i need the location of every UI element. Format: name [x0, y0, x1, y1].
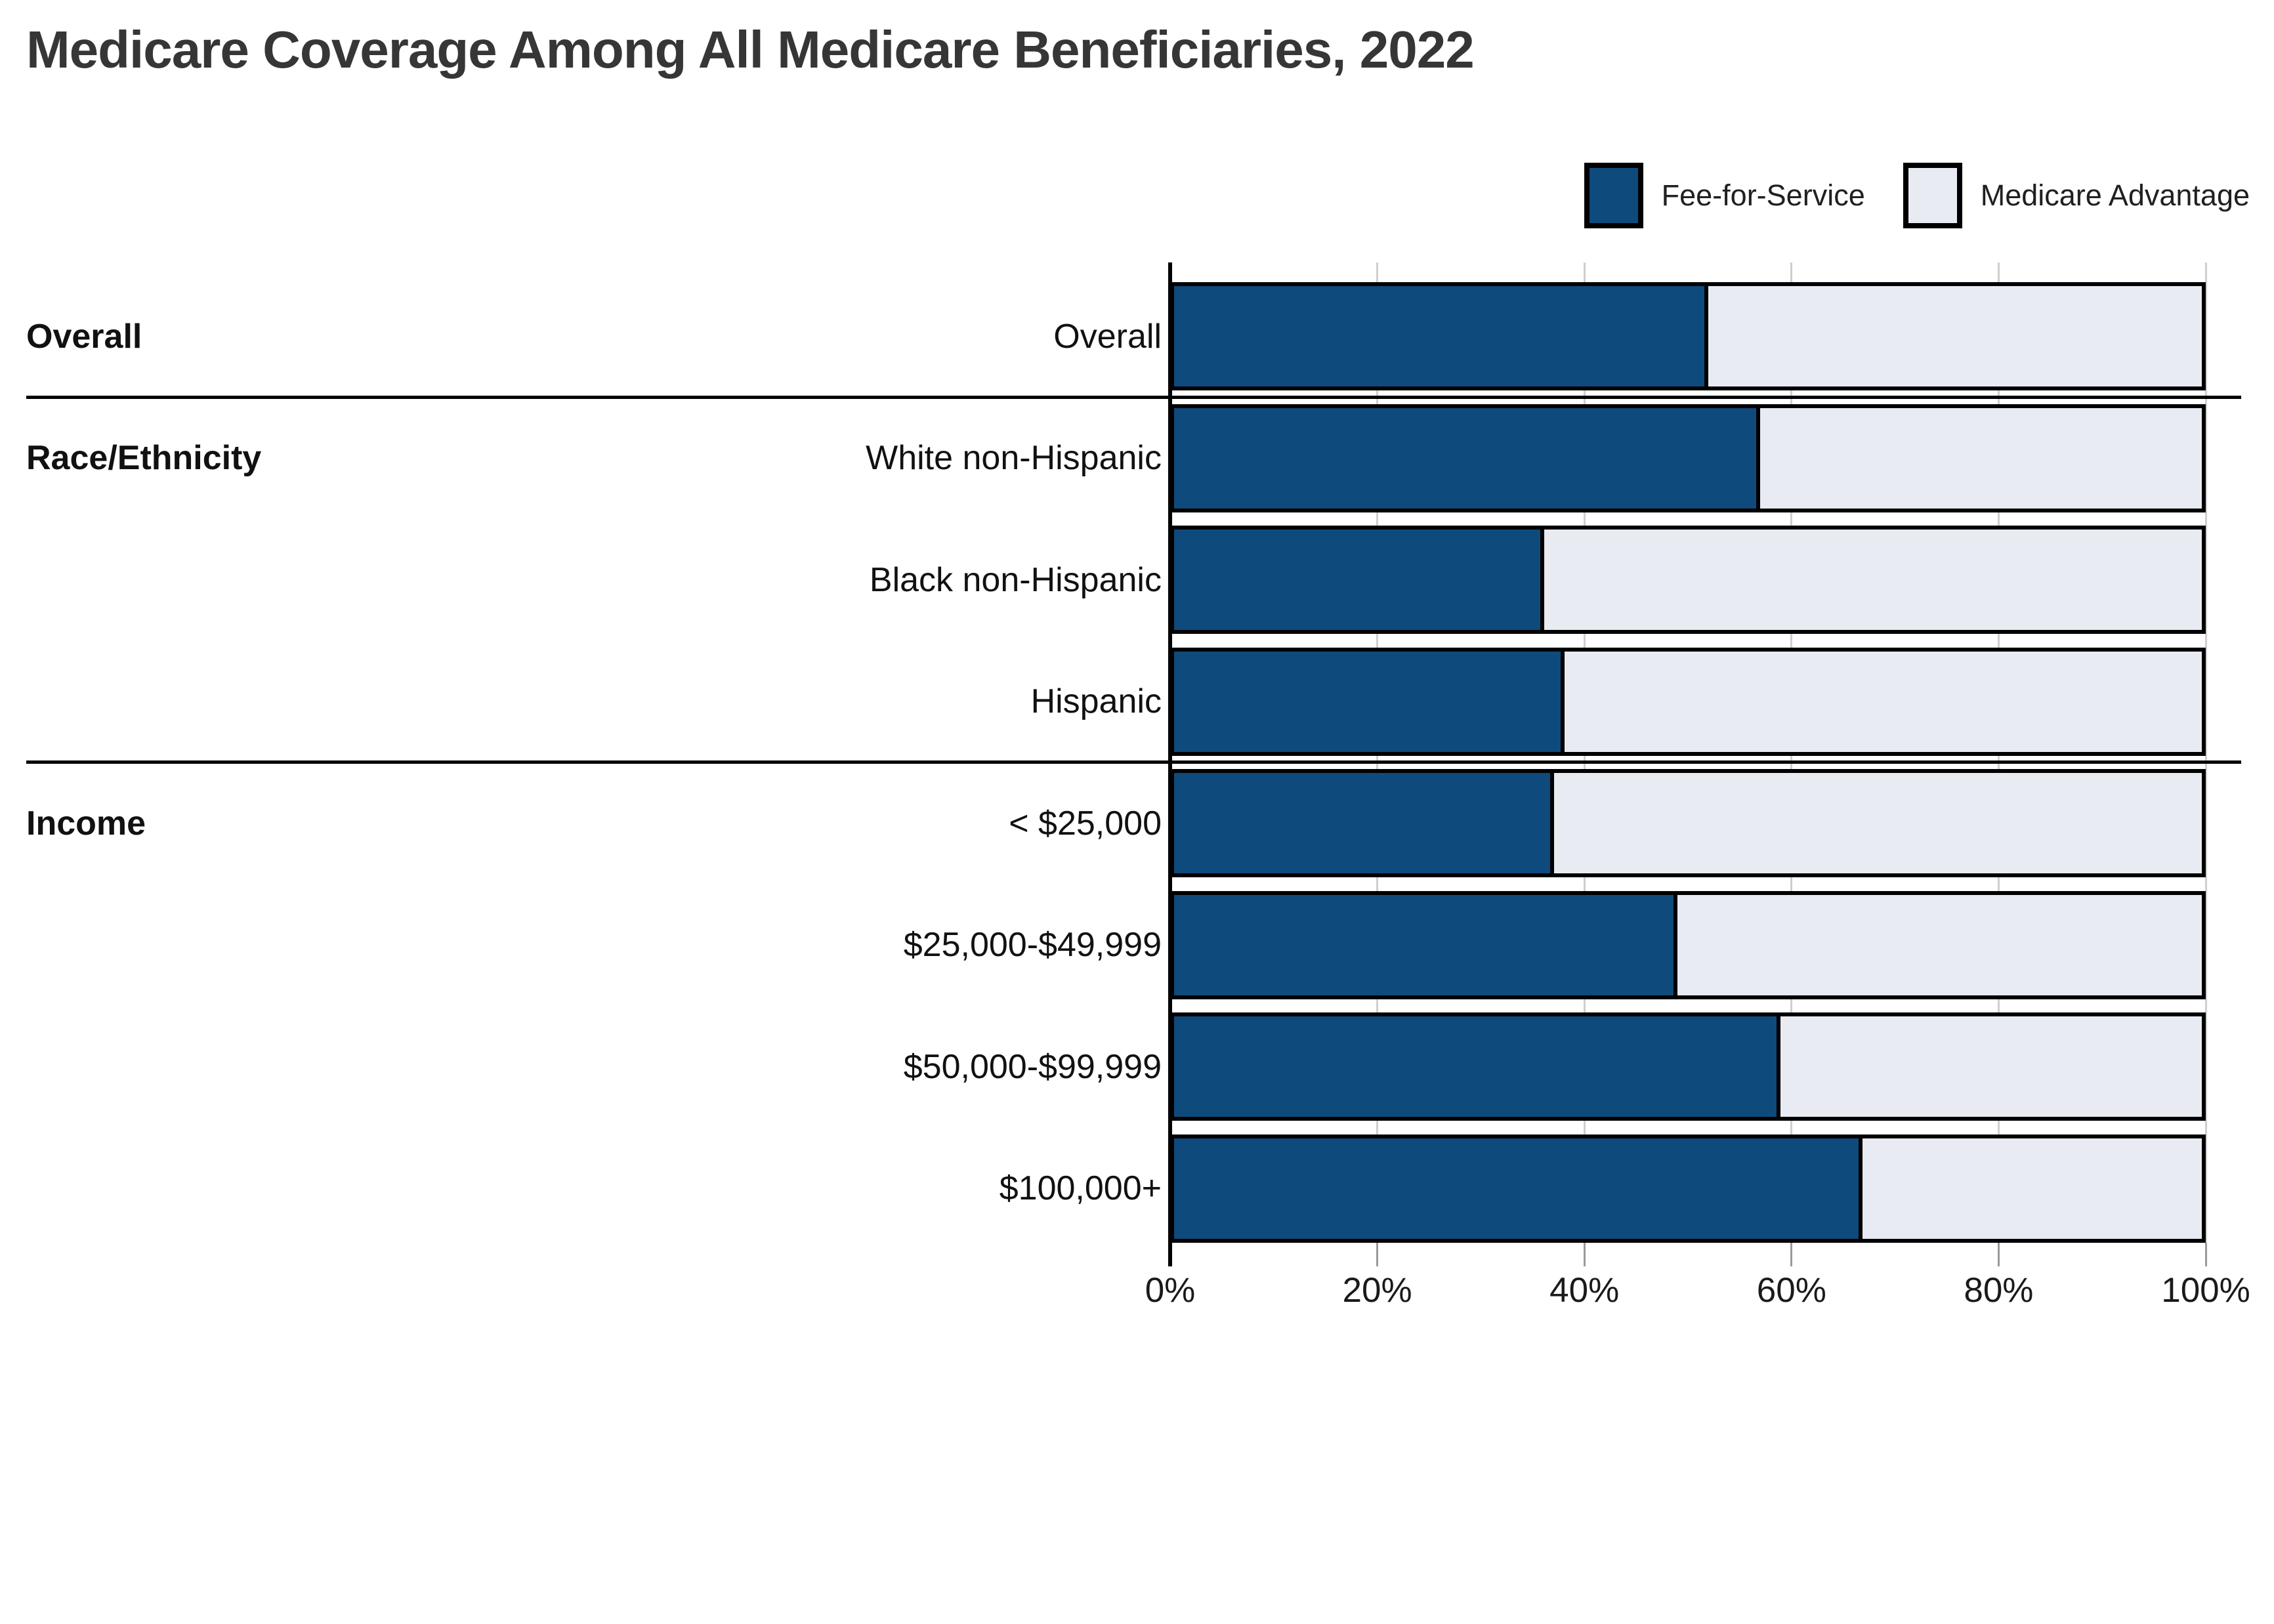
bar-segment-medicare-advantage[interactable]	[1554, 773, 2202, 873]
bar-segment-fee-for-service[interactable]	[1174, 407, 1760, 509]
legend: Fee-for-Service Medicare Advantage	[1584, 163, 2250, 228]
bar-row	[1170, 769, 2206, 877]
bar-segment-fee-for-service[interactable]	[1174, 286, 1709, 386]
bar-segment-fee-for-service[interactable]	[1174, 1138, 1863, 1239]
bar-segment-fee-for-service[interactable]	[1174, 894, 1678, 995]
row-label: White non-Hispanic	[866, 439, 1162, 477]
bar-segment-fee-for-service[interactable]	[1174, 1016, 1780, 1117]
bar-row	[1170, 890, 2206, 999]
fee-for-service-swatch-icon	[1584, 163, 1643, 228]
section-label: Overall	[26, 317, 142, 356]
medicare-advantage-swatch-icon	[1903, 163, 1962, 228]
bar-segment-medicare-advantage[interactable]	[1708, 286, 2202, 386]
bar-segment-fee-for-service[interactable]	[1174, 530, 1544, 630]
y-axis-line	[1168, 262, 1172, 1266]
axis-tick-label: 60%	[1756, 1271, 1826, 1310]
legend-item-fee-for-service[interactable]: Fee-for-Service	[1584, 163, 1865, 228]
grid-line	[2204, 262, 2207, 1243]
axis-tick-label: 20%	[1342, 1271, 1412, 1310]
row-label: $25,000-$49,999	[903, 926, 1162, 964]
bar-row	[1170, 526, 2206, 634]
bar-row	[1170, 1134, 2206, 1243]
section-separator	[26, 760, 2241, 764]
legend-label: Medicare Advantage	[1980, 178, 2250, 212]
row-label: Black non-Hispanic	[869, 560, 1162, 599]
bar-row	[1170, 647, 2206, 756]
bar-segment-medicare-advantage[interactable]	[1544, 530, 2202, 630]
section-label: Race/Ethnicity	[26, 439, 262, 477]
bar-row	[1170, 1012, 2206, 1121]
axis-tick	[1790, 1243, 1793, 1266]
axis-tick-label: 100%	[2161, 1271, 2250, 1310]
row-label: Overall	[1053, 317, 1162, 356]
bar-segment-medicare-advantage[interactable]	[1759, 407, 2202, 509]
axis-tick	[1376, 1243, 1379, 1266]
section-label: Income	[26, 804, 146, 843]
legend-item-medicare-advantage[interactable]: Medicare Advantage	[1903, 163, 2250, 228]
row-label: < $25,000	[1009, 804, 1162, 843]
bar-row	[1170, 404, 2206, 512]
axis-tick	[1997, 1243, 2000, 1266]
bar-segment-medicare-advantage[interactable]	[1565, 651, 2202, 752]
bar-segment-medicare-advantage[interactable]	[1677, 894, 2202, 995]
bar-segment-medicare-advantage[interactable]	[1780, 1016, 2202, 1117]
axis-tick	[1583, 1243, 1586, 1266]
bar-segment-fee-for-service[interactable]	[1174, 773, 1555, 873]
section-separator	[26, 395, 2241, 399]
chart-title: Medicare Coverage Among All Medicare Ben…	[26, 20, 1475, 79]
bar-segment-fee-for-service[interactable]	[1174, 651, 1565, 752]
axis-tick-label: 80%	[1964, 1271, 2034, 1310]
legend-label: Fee-for-Service	[1661, 178, 1865, 212]
axis-tick	[2204, 1243, 2207, 1266]
row-label: $50,000-$99,999	[903, 1047, 1162, 1086]
row-label: $100,000+	[999, 1169, 1162, 1207]
axis-tick-label: 40%	[1549, 1271, 1620, 1310]
row-label: Hispanic	[1030, 682, 1162, 720]
axis-tick-label: 0%	[1145, 1271, 1196, 1310]
bar-row	[1170, 282, 2206, 390]
bar-segment-medicare-advantage[interactable]	[1863, 1138, 2202, 1239]
